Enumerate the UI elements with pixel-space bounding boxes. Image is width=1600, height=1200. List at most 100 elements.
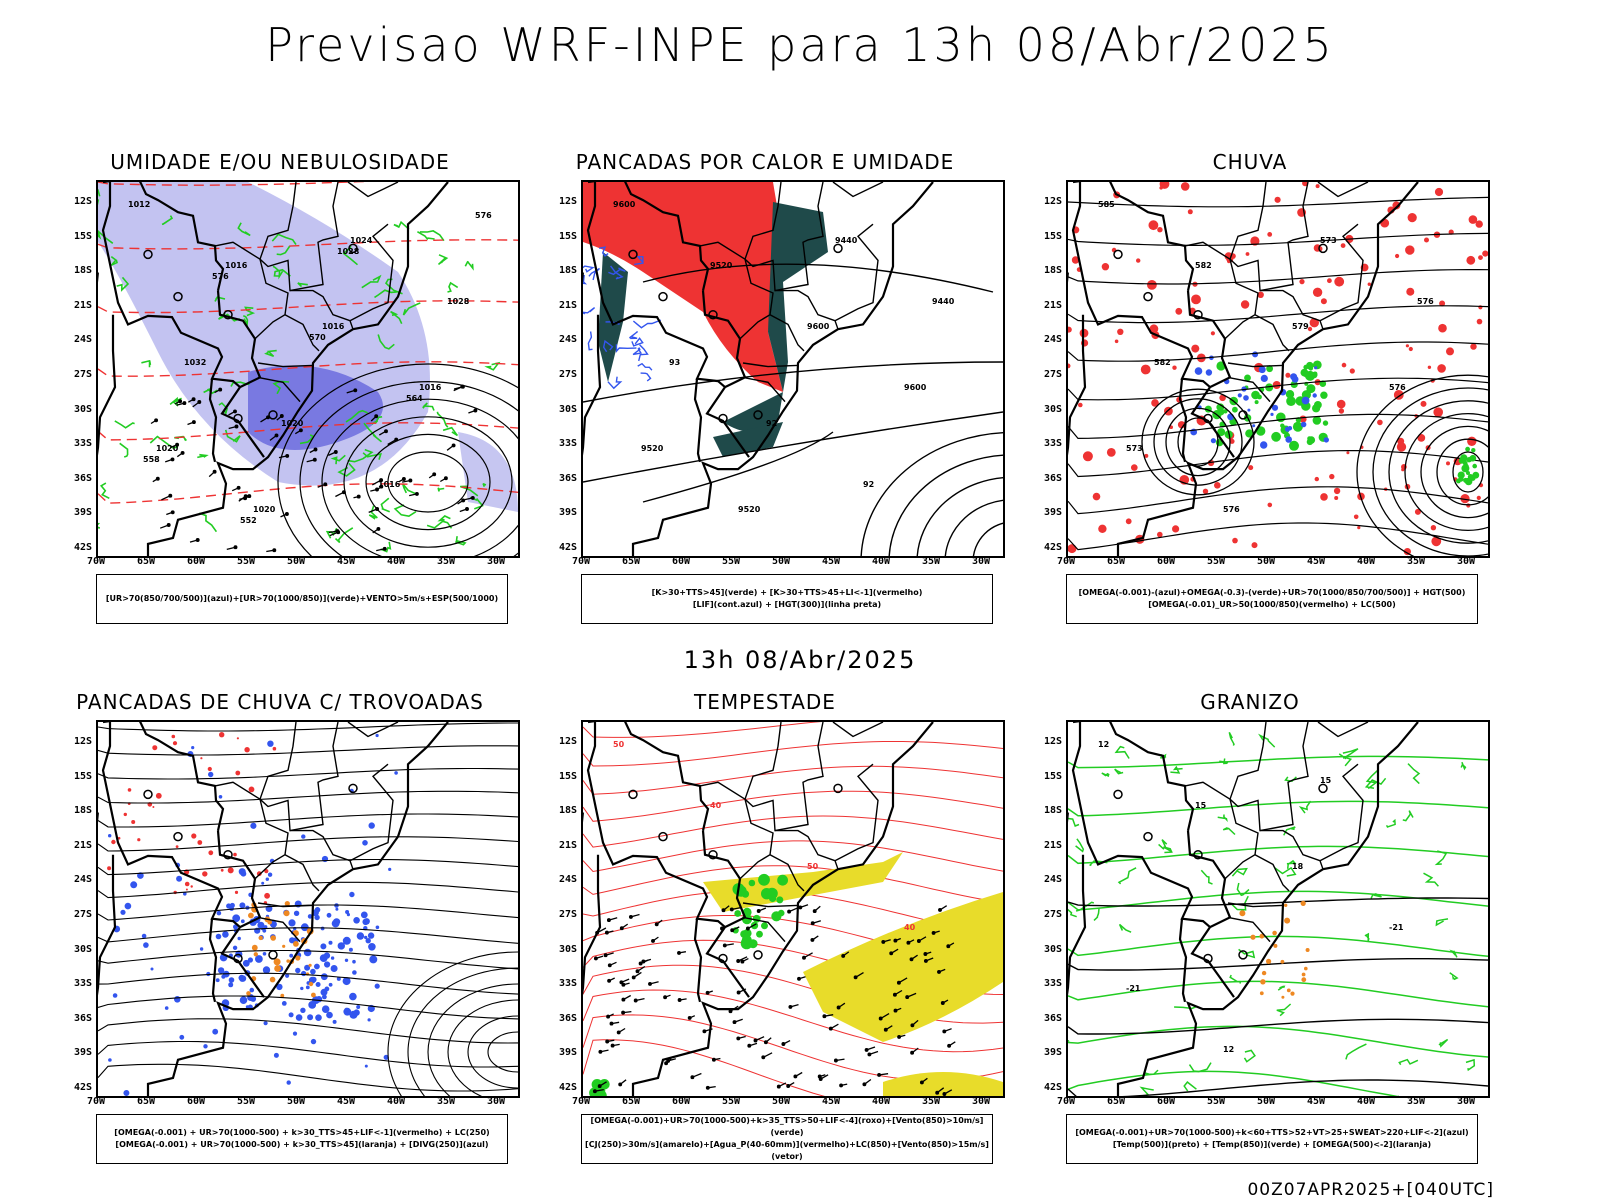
jet-250-north [703,852,903,912]
state-border [832,182,884,198]
state-border [744,182,782,260]
temp850-contour [1449,972,1459,981]
divg-blue-cell [276,983,283,991]
lc850-line [583,815,1003,848]
state-border [1184,241,1259,340]
wind850-vectors-head [864,1047,869,1052]
rain-blue-cell [1247,408,1251,412]
divg-blue-cell [222,931,229,938]
wind-head [218,387,223,392]
lif-contour [610,265,624,280]
omega500-cell [1304,966,1308,971]
lake-outline [628,789,638,800]
divg-blue-sparse-cell [150,967,154,971]
thickness-line [98,182,372,186]
rain-east-cell [1472,463,1477,469]
thickness-line [98,422,518,441]
rain-blue-cell [1312,393,1317,398]
rain-east [1456,446,1480,486]
state-border [290,829,354,870]
rain-red-cell [1408,346,1413,352]
run-timestamp: 00Z07APR2025+[040UTC] [1247,1180,1494,1200]
humid-low-contour [299,434,315,445]
lat-tick-label: 30S [1043,943,1062,955]
convection-red-cell [227,867,234,874]
map-borders [98,722,449,1096]
lat-tick-label: 30S [558,403,577,415]
lat-tick-label: 39S [1043,507,1062,519]
divg-blue-sparse-cell [191,746,195,750]
lc850-label: 50 [613,740,625,749]
rain-blue-cell [1258,366,1266,374]
wind850-vectors-head [687,1015,692,1020]
rain-red-cell [1068,544,1077,554]
anticyclone-ring [447,999,518,1096]
rain-green-cell [1285,390,1295,399]
rain-red-cell [1210,331,1215,336]
lat-tick-label: 12S [558,736,577,747]
temp850-iso-line [1068,800,1488,817]
convection-red-cell [172,741,178,746]
temp850-contour [1114,745,1130,759]
lat-tick-label: 27S [73,369,92,380]
divg-blue-cell [217,967,225,974]
wind-head [191,420,196,425]
rain-red-cell [1149,324,1159,334]
map-frame [96,720,520,1098]
divg-blue-cell [356,932,365,940]
humidity-core [248,365,383,450]
divg-blue-cell [257,921,265,929]
divg-blue-cell [320,926,325,931]
state-border [699,781,774,880]
rain-east-cell [1465,446,1470,452]
rain-red-cell [1334,276,1345,287]
rain-red-cell [1417,434,1426,442]
streamlines-250-line [98,881,518,899]
wind850-vectors-head [839,1083,844,1088]
wind-head [298,428,303,433]
panel-title: PANCADAS DE CHUVA C/ TROVOADAS [76,690,484,714]
convection-red-cell [233,852,237,857]
wind-head [233,409,237,414]
divg-blue-cell [349,992,357,1001]
panel-title: CHUVA [1212,150,1288,174]
divg-blue-cell [344,1007,349,1013]
lif-contour [634,256,644,266]
rain-blue-cell [1252,424,1256,428]
wind850-vectors-head [878,1016,883,1021]
state-border [257,362,313,368]
lat-tick-label: 15S [558,770,577,782]
temp850-contour [1276,1003,1292,1017]
wind850-vectors-head [802,955,806,960]
isobars-ring [343,416,513,548]
humid-low-contour [98,522,101,529]
divg-blue-sparse-cell [216,910,222,916]
omega500-cell [1284,917,1291,924]
lif-contour [583,274,588,285]
wind850-vectors-head [897,1034,902,1039]
lake-outline [143,249,153,260]
country-border [208,378,218,463]
rain-red-cell [1309,318,1319,328]
hgt300-low [860,432,1003,556]
wind-head [473,408,478,413]
wind850-cell [748,879,756,887]
pressure-label: 1020 [281,419,304,428]
lif-contour [583,265,595,273]
pressure-label: 1016 [225,261,248,270]
divg-blue-cell [288,919,296,927]
temp850-iso-line [1068,890,1488,911]
rain-red-cell [1396,442,1407,452]
lon-tick-label: 40W [871,556,891,567]
divg-blue-sparse-cell [273,1052,279,1058]
humid-low-contour [334,527,354,544]
hgt300-label: 92 [863,480,874,489]
anticyclone [387,951,518,1096]
rain-green-cell [1306,384,1316,394]
wind850-cell [758,873,770,886]
convection-red-cell [171,734,176,739]
wind-head [170,510,175,515]
humid-low-contour [426,520,453,529]
humid-low-contour [116,276,130,292]
wind850-vectors-head [593,956,598,961]
